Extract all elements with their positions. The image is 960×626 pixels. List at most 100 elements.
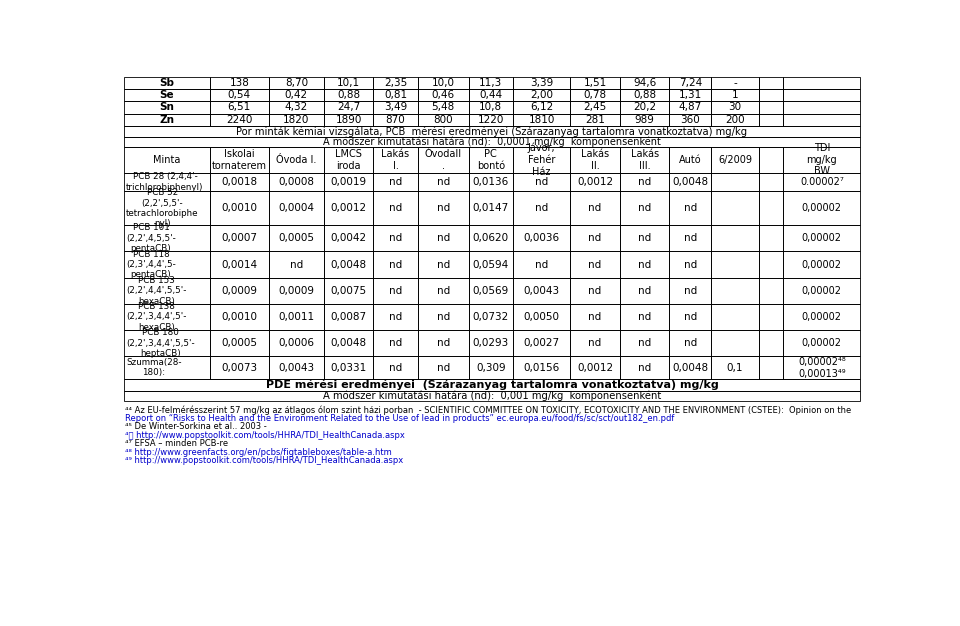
Bar [210,173,269,192]
Bar [620,101,669,114]
Text: 0,1: 0,1 [727,362,743,372]
Bar [418,114,468,126]
Text: nd: nd [290,260,303,270]
Bar [210,225,269,252]
Bar [468,356,513,379]
Bar [711,114,758,126]
Bar [783,101,860,114]
Text: nd: nd [638,362,651,372]
Text: 4,87: 4,87 [679,103,702,113]
Text: 4,32: 4,32 [285,103,308,113]
Bar [669,304,711,330]
Text: Por minták kémiai vizsgálata, PCB  mérési eredményei (Szárazanyag tartalomra von: Por minták kémiai vizsgálata, PCB mérési… [236,126,748,136]
Text: nd: nd [638,260,651,270]
Text: LMCS
iroda: LMCS iroda [335,149,362,171]
Bar [758,192,783,225]
Text: nd: nd [684,233,697,244]
Bar [711,89,758,101]
Bar [373,146,418,173]
Text: 1,31: 1,31 [679,90,702,100]
Bar [124,330,210,356]
Bar [570,173,620,192]
Text: ⁴⁦ http://www.popstoolkit.com/tools/HHRA/TDI_HealthCanada.aspx: ⁴⁦ http://www.popstoolkit.com/tools/HHRA… [126,431,405,440]
Text: nd: nd [437,285,450,295]
Bar [758,356,783,379]
Text: 1810: 1810 [528,115,555,125]
Bar [513,101,570,114]
Text: Lakás
III.: Lakás III. [631,149,659,171]
Bar [418,356,468,379]
Bar [620,146,669,173]
Bar [758,277,783,304]
Text: nd: nd [535,177,548,187]
Text: PCB 153
(2,2',4,4',5,5'-
hexaCB): PCB 153 (2,2',4,4',5,5'- hexaCB) [126,276,186,305]
Bar [758,114,783,126]
Text: 2,00: 2,00 [530,90,553,100]
Bar [124,76,210,89]
Text: 0,00002: 0,00002 [802,285,842,295]
Bar [324,356,373,379]
Text: 989: 989 [635,115,655,125]
Text: 6,51: 6,51 [228,103,251,113]
Bar [124,173,210,192]
Bar [210,330,269,356]
Text: nd: nd [588,338,602,348]
Bar [324,277,373,304]
Text: ÓvodaII
.: ÓvodaII . [424,149,462,171]
Bar [513,114,570,126]
Text: ⁴⁸ http://www.greenfacts.org/en/pcbs/figtableboxes/table-a.htm: ⁴⁸ http://www.greenfacts.org/en/pcbs/fig… [126,448,393,457]
Text: 360: 360 [681,115,700,125]
Text: nd: nd [437,177,450,187]
Bar [324,76,373,89]
Text: Se: Se [159,90,174,100]
Bar [758,330,783,356]
Bar [324,101,373,114]
Bar [669,192,711,225]
Bar [669,76,711,89]
Text: 6/2009: 6/2009 [718,155,752,165]
Bar [418,225,468,252]
Text: 0,0012: 0,0012 [577,362,613,372]
Text: nd: nd [437,233,450,244]
Text: nd: nd [638,338,651,348]
Text: 0,44: 0,44 [479,90,502,100]
Bar [513,192,570,225]
Bar [124,101,210,114]
Text: 0,0048: 0,0048 [330,338,367,348]
Text: 0,0043: 0,0043 [523,285,560,295]
Bar [513,330,570,356]
Text: nd: nd [684,260,697,270]
Text: 0,0620: 0,0620 [472,233,509,244]
Bar [758,252,783,277]
Bar [373,76,418,89]
Text: nd: nd [437,312,450,322]
Bar [124,252,210,277]
Bar [570,89,620,101]
Text: 8,70: 8,70 [285,78,308,88]
Text: 2,45: 2,45 [584,103,607,113]
Bar [783,76,860,89]
Text: 10,0: 10,0 [432,78,455,88]
Text: 0,0087: 0,0087 [330,312,367,322]
Bar [783,304,860,330]
Text: nd: nd [389,260,402,270]
Text: nd: nd [437,203,450,213]
Bar [620,252,669,277]
Text: 0,309: 0,309 [476,362,506,372]
Text: Iskolai
tornaterem: Iskolai tornaterem [212,149,267,171]
Bar [324,114,373,126]
Text: 0,0569: 0,0569 [472,285,509,295]
Bar [468,101,513,114]
Bar [783,114,860,126]
Bar [620,192,669,225]
Text: 0,0075: 0,0075 [330,285,367,295]
Bar [373,330,418,356]
Text: nd: nd [389,362,402,372]
Bar [373,304,418,330]
Text: PCB 28 (2,4,4'-
trichlorobiphenyl): PCB 28 (2,4,4'- trichlorobiphenyl) [126,172,204,192]
Bar [210,89,269,101]
Text: 0,00002: 0,00002 [802,203,842,213]
Bar [124,136,860,146]
Bar [124,277,210,304]
Bar [373,225,418,252]
